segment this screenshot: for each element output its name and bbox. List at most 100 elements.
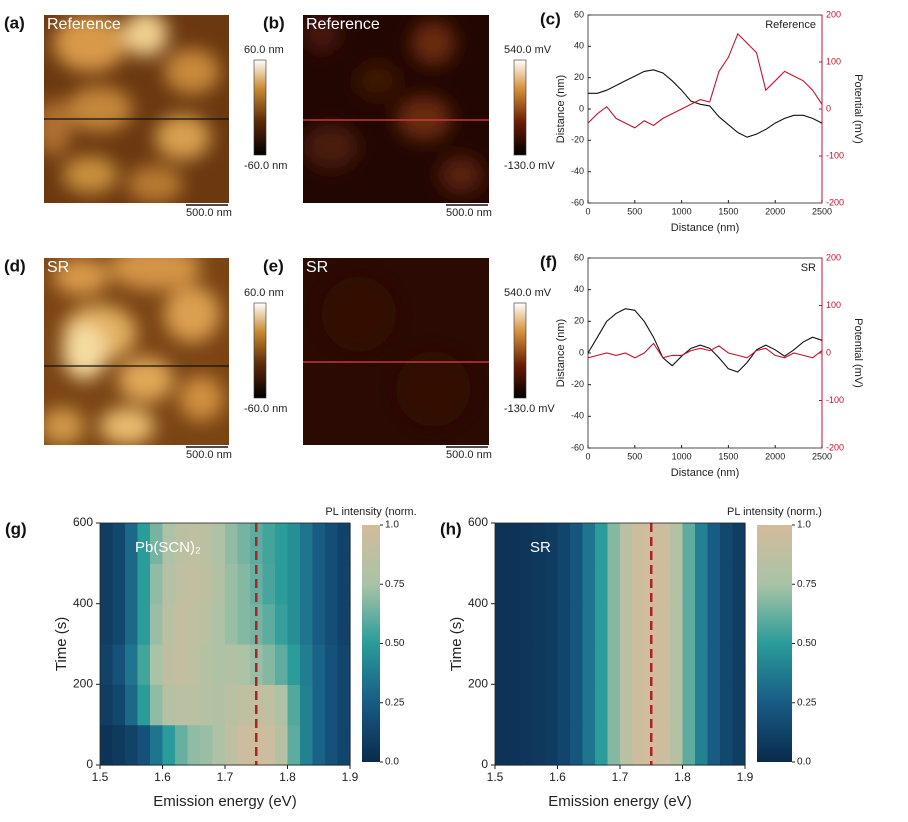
heat-cell [595,523,609,564]
grain [66,86,133,132]
heat-cell [732,644,746,685]
heat-cell [645,724,659,766]
heat-cell [312,684,326,726]
heat-cell [495,644,509,685]
heat-cell [520,644,534,685]
heat-cell [495,684,509,726]
heat-cell [695,684,709,726]
data-line [587,32,823,129]
heat-cell [520,603,534,645]
x-tick-label: 1.8 [279,770,296,784]
y-tick-label: -40 [571,411,584,421]
colorbar-max: 60.0 nm [244,44,284,56]
y-tick-label: 400 [468,596,488,610]
heat-cell [507,644,521,685]
heat-cell [670,603,684,645]
heat-cell [532,644,546,685]
heat-cell [312,724,326,766]
colorbar-title: PL intensity (norm.) [727,506,822,518]
heat-cell [507,523,521,564]
y-tick-label: 0 [579,347,584,357]
heat-cell [670,724,684,766]
y2-tick-label: -200 [826,197,844,207]
heat-cell [175,724,189,766]
panel-label: (a) [4,13,25,32]
panel-label: (g) [5,519,27,538]
heat-cell [112,684,126,726]
colorbar-tick-label: 0.0 [385,757,399,768]
heat-cell [595,644,609,685]
heat-cell [682,563,696,605]
heat-cell [545,563,559,605]
heat-cell [570,603,584,645]
heat-cell [557,644,571,685]
colorbar-tick-label: 0.50 [797,638,817,649]
heat-cell [557,684,571,726]
scale-bar-label: 500.0 nm [446,449,492,461]
y-tick-label: 60 [574,9,584,19]
heat-cell [507,684,521,726]
heat-cell [495,523,509,564]
heat-cell [287,644,301,685]
heat-cell [100,644,114,685]
x-axis-label: Distance (nm) [671,222,739,234]
grain [123,15,168,57]
heat-cell [162,684,176,726]
heat-cell [707,523,721,564]
heat-cell [545,603,559,645]
colorbar-tick-label: 1.0 [385,520,399,531]
heat-cell [720,724,734,766]
heat-cell [225,684,239,726]
heat-cell [325,563,339,605]
heat-cell [325,724,339,766]
heat-cell [632,563,646,605]
heat-cell [187,523,201,564]
heat-cell [607,644,621,685]
heat-cell [100,684,114,726]
heat-cell [200,644,214,685]
heat-cell [657,603,671,645]
image-title: SR [47,259,69,276]
heat-cell [695,523,709,564]
heat-cell [225,724,239,766]
heat-cell [162,523,176,564]
heat-cell [557,563,571,605]
y-tick-label: 0 [579,103,584,113]
grain [108,258,202,290]
image-title: Reference [306,16,380,33]
heat-cell [112,724,126,766]
heat-cell [632,644,646,685]
plot-frame [587,14,823,204]
x-tick-label: 1500 [718,206,738,216]
heat-cell [732,523,746,564]
image-texture [321,276,471,427]
annotation: SR [801,262,816,274]
heat-cell [212,563,226,605]
heat-cell [137,603,151,645]
heat-cell [582,724,596,766]
colorbar [513,302,527,399]
heat-cell [312,603,326,645]
heat-cell [520,563,534,605]
y-tick-label: 600 [468,515,488,529]
colorbar-min: -60.0 nm [244,403,287,415]
heat-cell [125,603,139,645]
scale-bar-label: 500.0 nm [446,207,492,219]
x-tick-label: 1.6 [154,770,171,784]
heat-cell [212,644,226,685]
heat-cell [287,563,301,605]
y2-axis-label: Potential (mV) [852,318,864,388]
heat-cell [112,523,126,564]
colorbar-tick-label: 0.25 [797,697,817,708]
plot-frame [587,257,823,449]
heat-cell [732,603,746,645]
heat-cell [720,684,734,726]
heat-cell [275,724,289,766]
heat-cell [682,523,696,564]
x-tick-label: 1.9 [342,770,359,784]
heat-cell [325,684,339,726]
heat-cell [275,644,289,685]
y-tick-label: -20 [571,135,584,145]
heat-cell [337,523,351,564]
heat-cell [720,644,734,685]
